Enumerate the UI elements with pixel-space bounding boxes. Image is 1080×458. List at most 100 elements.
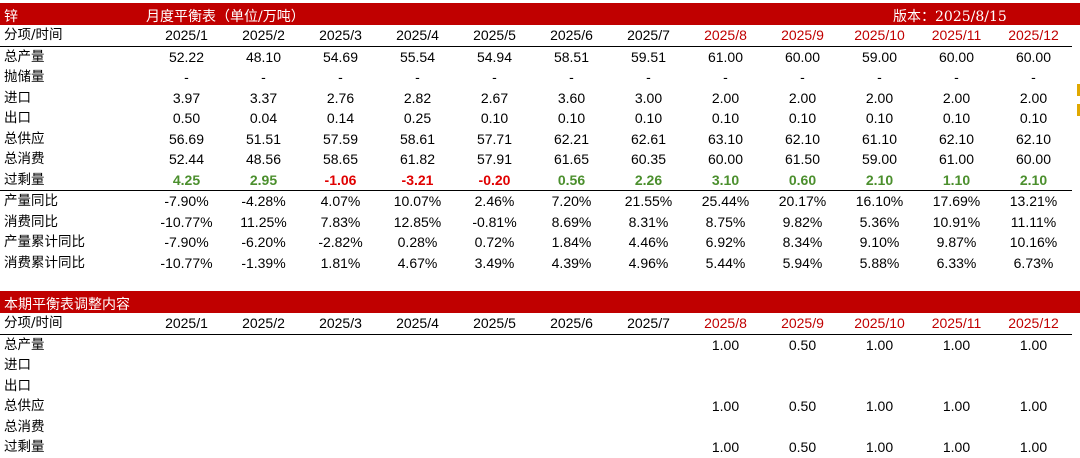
table-cell — [764, 417, 841, 438]
table-cell: 2.76 — [326, 89, 355, 106]
table-cell: 2.46% — [474, 193, 515, 209]
table-cell: 20.17% — [778, 193, 827, 209]
table-cell — [225, 396, 302, 417]
table-cell: 3.10 — [687, 169, 764, 191]
table-cell: 57.71 — [476, 130, 513, 147]
table-cell — [456, 334, 533, 355]
table-cell: 4.46% — [628, 234, 669, 250]
table-cell: 57.59 — [322, 130, 359, 147]
table-cell: 0.10 — [1019, 110, 1048, 126]
table-cell: 0.10 — [788, 110, 817, 126]
table-row: 总产量 52.22 48.10 54.69 55.54 54.94 58.51 59.51 61… — [0, 46, 1072, 67]
table-cell: - — [800, 69, 805, 85]
table-row: 消费同比 -10.77% 11.25% 7.83% 12.85% -0.81% 8.69% 8… — [0, 212, 1072, 233]
table-cell — [148, 396, 225, 417]
table-cell — [456, 437, 533, 458]
month-header: 2025/2 — [225, 313, 302, 335]
table-cell — [379, 437, 456, 458]
adjustment-title: 本期平衡表调整内容 — [4, 297, 130, 313]
table-cell: 13.21% — [1009, 193, 1058, 209]
table-row: 产量累计同比 -7.90% -6.20% -2.82% 0.28% 0.72% 1.84% 4… — [0, 232, 1072, 253]
table-cell — [764, 376, 841, 397]
table-cell — [610, 437, 687, 458]
table-cell: -10.77% — [160, 213, 213, 230]
table-cell: 60.35 — [630, 151, 667, 167]
table-cell — [379, 396, 456, 417]
month-header: 2025/2 — [225, 25, 302, 47]
table-row: 进口 — [0, 355, 1072, 376]
month-header: 2025/5 — [456, 25, 533, 47]
table-cell: 3.97 — [172, 89, 201, 106]
table-cell: 1.00 — [865, 398, 894, 414]
table-cell — [225, 437, 302, 458]
table-cell: 48.10 — [245, 48, 282, 65]
row-label: 过剩量 — [0, 169, 148, 191]
month-header: 2025/11 — [918, 313, 995, 335]
monthly-balance-table: 分项/时间 2025/1 2025/2 2025/3 2025/4 2025/5 2025/… — [0, 25, 1072, 273]
edge-marker — [1077, 104, 1080, 116]
table-cell — [456, 417, 533, 438]
version-label: 版本：2025/8/15 — [893, 9, 1007, 25]
table-row: 总消费 — [0, 417, 1072, 438]
table-cell: 5.88% — [859, 254, 900, 271]
table-cell: 61.82 — [399, 151, 436, 167]
table-cell: 8.34% — [782, 234, 823, 250]
edge-marker — [1077, 84, 1080, 96]
table-cell: 62.10 — [1015, 130, 1052, 147]
table-row: 消费累计同比 -10.77% -1.39% 1.81% 4.67% 3.49% 4.39% 4… — [0, 253, 1072, 274]
table-cell: 10.07% — [393, 193, 442, 209]
table-cell: 59.51 — [630, 48, 667, 65]
table-cell: 61.00 — [707, 48, 744, 65]
table-cell: 54.94 — [476, 48, 513, 65]
month-header: 2025/11 — [918, 25, 995, 47]
table-cell — [302, 376, 379, 397]
table-cell: 58.51 — [553, 48, 590, 65]
month-header: 2025/6 — [533, 25, 610, 47]
month-header: 2025/3 — [302, 313, 379, 335]
row-label: 过剩量 — [4, 439, 45, 455]
table-cell — [995, 355, 1072, 376]
table-cell: -7.90% — [164, 193, 209, 209]
table-cell: 2.00 — [788, 89, 817, 106]
table-cell — [225, 355, 302, 376]
table-cell: 4.07% — [320, 193, 361, 209]
table-cell: -1.06 — [302, 169, 379, 191]
table-cell: 54.69 — [322, 48, 359, 65]
table-cell: 7.20% — [551, 193, 592, 209]
table-cell — [533, 376, 610, 397]
table-cell: 1.00 — [942, 439, 971, 455]
table-cell: 6.73% — [1013, 254, 1054, 271]
header-row: 分项/时间 2025/1 2025/2 2025/3 2025/4 2025/5 2025/… — [0, 313, 1072, 335]
table-cell: 0.50 — [788, 336, 817, 353]
table-cell: 62.21 — [553, 130, 590, 147]
table-cell: 8.69% — [551, 213, 592, 230]
table-cell: 12.85% — [393, 213, 442, 230]
table-cell: 0.10 — [942, 110, 971, 126]
table-cell: 0.56 — [533, 169, 610, 191]
table-cell: - — [338, 69, 343, 85]
table-cell — [456, 355, 533, 376]
table-cell: 60.00 — [1015, 151, 1052, 167]
row-label: 总产量 — [4, 48, 45, 65]
month-header: 2025/1 — [148, 25, 225, 47]
table-cell: 0.50 — [788, 439, 817, 455]
row-label: 产量同比 — [4, 193, 58, 209]
table-cell: 1.00 — [711, 398, 740, 414]
table-cell: 7.83% — [320, 213, 361, 230]
commodity-label: 锌 — [4, 9, 18, 25]
table-cell: 52.22 — [168, 48, 205, 65]
table-cell — [841, 417, 918, 438]
table-cell: 58.61 — [399, 130, 436, 147]
table-cell: 9.82% — [782, 213, 823, 230]
table-cell — [841, 355, 918, 376]
table-cell: - — [569, 69, 574, 85]
table-cell — [533, 334, 610, 355]
table-cell: 5.94% — [782, 254, 823, 271]
table-cell: 9.87% — [936, 234, 977, 250]
month-header: 2025/9 — [764, 25, 841, 47]
table-cell — [764, 355, 841, 376]
table-cell: 11.25% — [240, 213, 287, 230]
table-cell — [610, 376, 687, 397]
table-row: 总消费 52.44 48.56 58.65 61.82 57.91 61.65 60.35 60… — [0, 149, 1072, 170]
row-label: 抛储量 — [4, 69, 45, 85]
